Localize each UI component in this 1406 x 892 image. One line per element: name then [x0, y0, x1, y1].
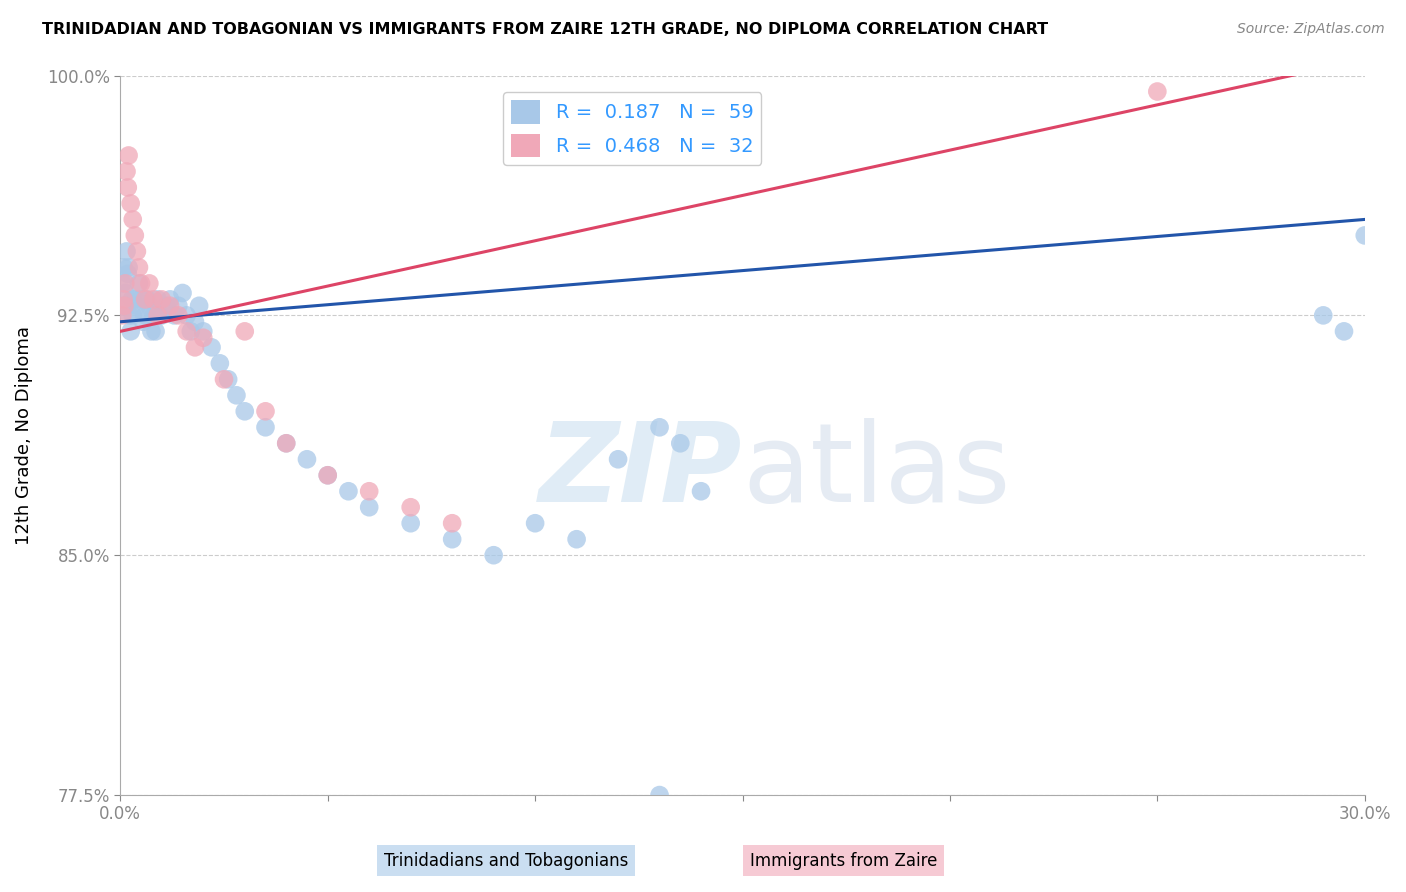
- Text: ZIP: ZIP: [538, 417, 742, 524]
- Point: [648, 788, 671, 802]
- Point: [193, 324, 215, 338]
- Point: [112, 293, 135, 307]
- Text: TRINIDADIAN AND TOBAGONIAN VS IMMIGRANTS FROM ZAIRE 12TH GRADE, NO DIPLOMA CORRE: TRINIDADIAN AND TOBAGONIAN VS IMMIGRANTS…: [42, 22, 1049, 37]
- Point: [128, 277, 150, 291]
- Legend: R =  0.187   N =  59, R =  0.468   N =  32: R = 0.187 N = 59, R = 0.468 N = 32: [503, 93, 762, 165]
- Point: [254, 420, 277, 434]
- Point: [115, 244, 138, 259]
- Point: [114, 299, 136, 313]
- Point: [117, 267, 139, 281]
- Point: [159, 293, 181, 307]
- Point: [114, 277, 136, 291]
- Point: [276, 436, 298, 450]
- Point: [121, 293, 143, 307]
- Point: [141, 324, 163, 338]
- Point: [217, 372, 239, 386]
- Point: [134, 309, 156, 323]
- Point: [118, 309, 141, 323]
- Point: [138, 277, 160, 291]
- Point: [120, 196, 142, 211]
- Point: [1333, 324, 1355, 338]
- Point: [167, 299, 190, 313]
- Point: [125, 244, 148, 259]
- Text: Immigrants from Zaire: Immigrants from Zaire: [749, 852, 938, 870]
- Point: [399, 500, 422, 515]
- Point: [1312, 309, 1334, 323]
- Point: [114, 299, 136, 313]
- Point: [172, 285, 194, 300]
- Point: [150, 293, 173, 307]
- Point: [124, 293, 146, 307]
- Point: [690, 484, 713, 499]
- Point: [208, 356, 231, 370]
- Point: [142, 293, 165, 307]
- Point: [399, 516, 422, 531]
- Point: [134, 293, 156, 307]
- Y-axis label: 12th Grade, No Diploma: 12th Grade, No Diploma: [15, 326, 32, 545]
- Point: [441, 533, 464, 547]
- Point: [142, 309, 165, 323]
- Point: [150, 309, 173, 323]
- Point: [159, 299, 181, 313]
- Point: [607, 452, 630, 467]
- Point: [524, 516, 547, 531]
- Point: [276, 436, 298, 450]
- Point: [111, 309, 134, 323]
- Point: [337, 484, 360, 499]
- Point: [138, 299, 160, 313]
- Text: Source: ZipAtlas.com: Source: ZipAtlas.com: [1237, 22, 1385, 37]
- Point: [180, 324, 202, 338]
- Point: [565, 533, 588, 547]
- Point: [117, 260, 139, 275]
- Point: [125, 299, 148, 313]
- Point: [482, 548, 505, 562]
- Point: [111, 277, 134, 291]
- Point: [295, 452, 318, 467]
- Text: Trinidadians and Tobagonians: Trinidadians and Tobagonians: [384, 852, 628, 870]
- Point: [124, 228, 146, 243]
- Point: [225, 388, 247, 402]
- Point: [117, 180, 139, 194]
- Point: [132, 315, 155, 329]
- Point: [648, 420, 671, 434]
- Point: [1146, 85, 1168, 99]
- Point: [233, 404, 256, 418]
- Point: [167, 309, 190, 323]
- Point: [212, 372, 235, 386]
- Point: [441, 516, 464, 531]
- Point: [1354, 228, 1376, 243]
- Point: [176, 324, 198, 338]
- Point: [129, 293, 152, 307]
- Point: [121, 309, 143, 323]
- Point: [669, 436, 692, 450]
- Point: [121, 212, 143, 227]
- Point: [145, 324, 167, 338]
- Point: [254, 404, 277, 418]
- Point: [128, 260, 150, 275]
- Point: [136, 293, 159, 307]
- Point: [184, 340, 207, 354]
- Point: [115, 164, 138, 178]
- Point: [316, 468, 339, 483]
- Point: [146, 293, 169, 307]
- Point: [112, 260, 135, 275]
- Point: [146, 309, 169, 323]
- Point: [155, 299, 177, 313]
- Point: [200, 340, 222, 354]
- Point: [176, 309, 198, 323]
- Point: [316, 468, 339, 483]
- Point: [233, 324, 256, 338]
- Point: [163, 309, 186, 323]
- Point: [129, 277, 152, 291]
- Point: [117, 148, 139, 162]
- Point: [114, 285, 136, 300]
- Point: [149, 309, 172, 323]
- Point: [120, 324, 142, 338]
- Point: [184, 315, 207, 329]
- Point: [188, 299, 211, 313]
- Point: [359, 500, 381, 515]
- Point: [193, 331, 215, 345]
- Point: [359, 484, 381, 499]
- Text: atlas: atlas: [742, 417, 1011, 524]
